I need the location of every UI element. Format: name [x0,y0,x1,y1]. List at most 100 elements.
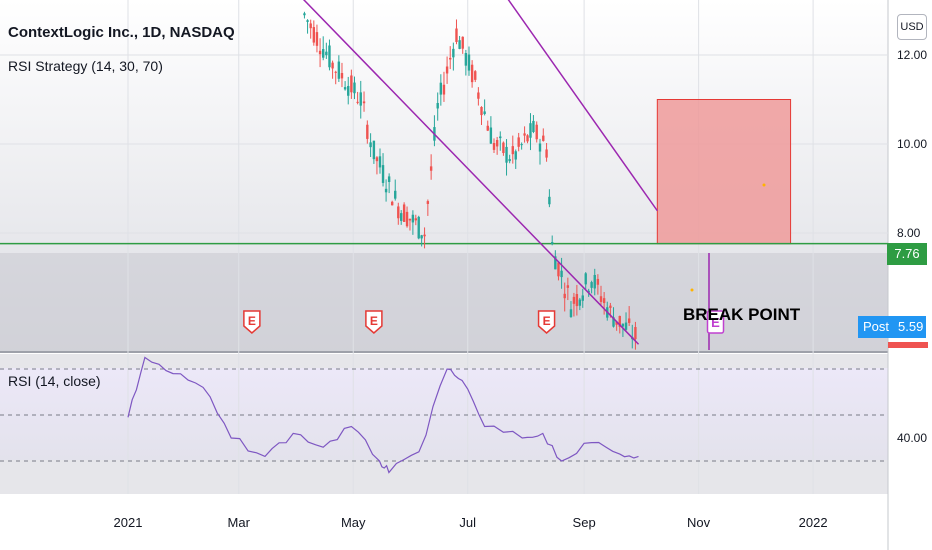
candle-body [350,75,353,93]
x-tick-label: May [340,515,366,530]
candle-body [369,142,372,148]
earnings-marker-letter: E [248,314,256,328]
candle-body [458,40,461,49]
candle-body [439,82,443,95]
trendlines [302,0,658,345]
candle-body [581,295,584,301]
candle-body [572,296,576,304]
candle-body [499,136,502,139]
candle-body [426,201,430,204]
earnings-marker-letter: E [543,314,551,328]
candle-body [551,242,554,245]
candle-body [502,142,505,154]
earnings-marker-shape [243,310,261,334]
candle-body [375,157,379,162]
candle-body [563,293,566,299]
candle-body [442,84,446,95]
candle-body [394,190,397,199]
candle-body [420,235,423,239]
candle-body [449,57,452,60]
candle-body [596,278,600,285]
candle-body [621,323,625,327]
candle-body [566,285,570,288]
candle-body [590,282,593,288]
candle-body [461,36,464,49]
earnings-marker-shape [365,310,383,334]
candle-body [405,211,409,227]
candle-body [495,140,499,147]
trendline [302,0,640,345]
candle-body [615,321,618,325]
candle-body [408,218,412,221]
candle-body [470,64,474,83]
candle-body [318,50,322,55]
candle-body [593,274,596,289]
candle-body [489,127,493,144]
candle-body [618,315,621,327]
candle-body [492,143,496,150]
candle-body [334,71,337,73]
currency-button[interactable]: USD [897,14,927,40]
zone-center-dot [762,183,766,187]
candle-body [337,61,341,79]
candle-body [464,53,468,66]
candlesticks [303,11,637,350]
candle-body [414,218,418,221]
candle-body [467,54,471,71]
candle-body [381,165,385,183]
x-tick-label: Sep [572,515,596,530]
candle-body [599,296,603,302]
earnings-marker: E [243,310,261,334]
candle-body [554,256,557,270]
candle-body [362,101,366,104]
candle-body [384,188,388,193]
trendline [507,0,658,212]
candle-body [575,294,579,307]
candle-body [578,299,582,306]
candle-body [390,201,394,206]
candle-body [356,101,359,103]
x-tick-label: Mar [227,515,250,530]
candle-body [325,51,328,56]
rsi-label: RSI (14, close) [8,373,101,389]
candle-body [397,206,400,219]
rsi-tick-40: 40.00 [897,431,928,445]
candle-body [372,140,376,160]
earnings-marker-shape [706,310,725,334]
candle-body [378,156,382,168]
candle-body [343,87,347,90]
candle-body [328,45,331,68]
candle-body [523,133,526,136]
candle-body [411,214,415,223]
candle-body [483,111,486,115]
candle-body [529,123,532,138]
candle-body [520,144,523,146]
x-tick-label: Nov [687,515,711,530]
earnings-marker: E [365,310,383,334]
x-tick-label: Jul [459,515,477,530]
rsi-line [127,356,639,474]
candle-body [474,71,477,80]
candle-body [423,234,426,237]
break-point-label: BREAK POINT [683,305,801,324]
candle-body [303,13,306,16]
candle-body [436,102,439,109]
candle-body [402,204,406,222]
candle-body [545,149,548,158]
candle-body [560,270,563,278]
candle-body [612,317,615,327]
candle-body [526,135,529,142]
candle-body [505,146,508,163]
candle-body [609,305,612,308]
earnings-marker: E [537,310,556,334]
candle-body [542,135,545,141]
price-tick-10: 10.00 [897,137,928,151]
post-market-bar [888,342,928,348]
price-tick-8: 8.00 [897,226,921,240]
strategy-label: RSI Strategy (14, 30, 70) [8,58,163,74]
candle-body [309,23,312,29]
candle-body [306,20,309,22]
candle-body [417,216,420,239]
candle-body [624,322,628,330]
